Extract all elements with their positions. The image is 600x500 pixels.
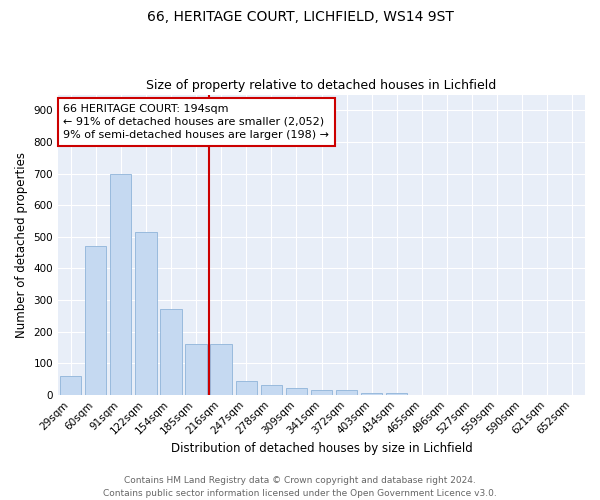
Bar <box>286 388 307 394</box>
Text: Contains HM Land Registry data © Crown copyright and database right 2024.
Contai: Contains HM Land Registry data © Crown c… <box>103 476 497 498</box>
Bar <box>160 310 182 394</box>
Bar <box>110 174 131 394</box>
Bar <box>336 390 357 394</box>
Bar <box>311 390 332 394</box>
Title: Size of property relative to detached houses in Lichfield: Size of property relative to detached ho… <box>146 79 497 92</box>
Bar <box>85 246 106 394</box>
Bar <box>236 380 257 394</box>
Bar <box>185 344 207 395</box>
X-axis label: Distribution of detached houses by size in Lichfield: Distribution of detached houses by size … <box>170 442 472 455</box>
Bar <box>135 232 157 394</box>
Bar <box>361 393 382 394</box>
Text: 66 HERITAGE COURT: 194sqm
← 91% of detached houses are smaller (2,052)
9% of sem: 66 HERITAGE COURT: 194sqm ← 91% of detac… <box>64 104 329 140</box>
Bar <box>60 376 81 394</box>
Bar <box>260 385 282 394</box>
Bar <box>211 344 232 395</box>
Bar <box>386 393 407 394</box>
Y-axis label: Number of detached properties: Number of detached properties <box>15 152 28 338</box>
Text: 66, HERITAGE COURT, LICHFIELD, WS14 9ST: 66, HERITAGE COURT, LICHFIELD, WS14 9ST <box>146 10 454 24</box>
